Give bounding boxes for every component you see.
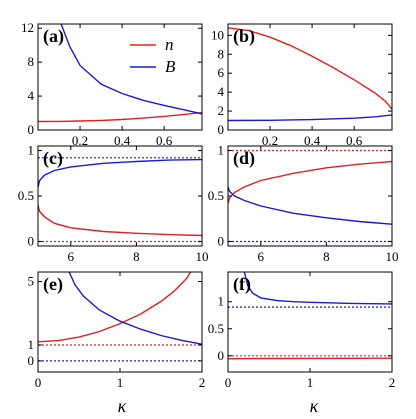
panel-label: (e) <box>43 274 63 295</box>
x-tick-label: 8 <box>133 249 140 264</box>
x-tick-label: 0.6 <box>346 133 363 148</box>
y-tick-label: 1 <box>218 143 225 158</box>
y-tick-label: 6 <box>218 65 225 80</box>
series-B-line <box>60 24 202 115</box>
x-axis-label-left: κ <box>118 396 127 416</box>
x-tick-label: 0.6 <box>156 133 173 148</box>
x-tick-label: 0.2 <box>262 133 278 148</box>
panel-label: (d) <box>233 148 255 169</box>
x-tick-label: 0 <box>35 375 42 390</box>
series-B-line <box>228 186 392 225</box>
y-tick-label: 0 <box>218 348 225 363</box>
y-tick-label: 0 <box>218 122 225 137</box>
y-tick-label: 0 <box>28 353 35 368</box>
y-tick-label: 2 <box>218 103 225 118</box>
x-tick-label: 2 <box>199 375 206 390</box>
x-tick-label: 10 <box>196 249 209 264</box>
y-tick-label: 0.5 <box>18 188 34 203</box>
panel-1: 0.2 0.4 0.6 0 2 4 6 8 10 (b) <box>211 23 393 148</box>
legend: nB <box>130 35 176 76</box>
panel-2: 6 8 10 0 0.5 1 (c) <box>18 143 209 264</box>
x-tick-label: 0.4 <box>304 133 321 148</box>
y-tick-label: 1 <box>28 337 35 352</box>
series-n-line <box>38 111 202 123</box>
x-tick-label: 2 <box>389 375 396 390</box>
series-n-line <box>38 204 202 237</box>
series-B-line <box>68 272 202 345</box>
panel-label: (b) <box>233 26 255 47</box>
panel-label: (c) <box>43 148 63 169</box>
series-B-line <box>38 158 202 188</box>
y-tick-label: 1 <box>28 143 35 158</box>
panel-3: 6 8 10 0 0.5 1 (d) <box>208 143 399 264</box>
y-tick-label: 12 <box>21 20 34 35</box>
y-tick-label: 0 <box>28 233 35 248</box>
series-n-line <box>228 27 392 110</box>
y-tick-label: 8 <box>28 54 35 69</box>
x-tick-label: 0.2 <box>72 133 88 148</box>
y-tick-label: 0 <box>218 233 225 248</box>
y-tick-label: 4 <box>218 84 225 99</box>
series-n-line <box>228 357 392 360</box>
series-B-line <box>243 272 392 305</box>
legend-label-n: n <box>165 35 174 54</box>
panel-5: 0 1 2 0 0.5 1 (f) <box>208 271 396 390</box>
y-tick-label: 10 <box>211 27 224 42</box>
x-tick-label: 6 <box>258 249 265 264</box>
legend-label-B: B <box>165 57 176 76</box>
x-tick-label: 1 <box>117 375 124 390</box>
x-tick-label: 1 <box>307 375 314 390</box>
y-tick-label: 8 <box>218 46 225 61</box>
x-tick-label: 8 <box>323 249 330 264</box>
panel-label: (f) <box>233 274 251 295</box>
y-tick-label: 5 <box>28 274 35 289</box>
x-tick-label: 6 <box>68 249 75 264</box>
series-n-line <box>38 272 192 343</box>
panel-frame <box>227 271 393 373</box>
panel-0: 0.2 0.4 0.6 0 4 8 12 (a) <box>21 20 203 148</box>
panel-frame <box>37 23 203 131</box>
panel-label: (a) <box>43 26 64 47</box>
series-B-line <box>228 114 392 122</box>
x-tick-label: 0 <box>225 375 232 390</box>
x-tick-label: 0.4 <box>114 133 131 148</box>
y-tick-label: 0.5 <box>208 188 224 203</box>
panel-frame <box>227 23 393 131</box>
y-tick-label: 0.5 <box>208 321 224 336</box>
y-tick-label: 0 <box>28 122 35 137</box>
x-axis-label-right: κ <box>310 396 319 416</box>
y-tick-label: 1 <box>218 294 225 309</box>
y-tick-label: 4 <box>28 88 35 103</box>
x-tick-label: 10 <box>386 249 399 264</box>
